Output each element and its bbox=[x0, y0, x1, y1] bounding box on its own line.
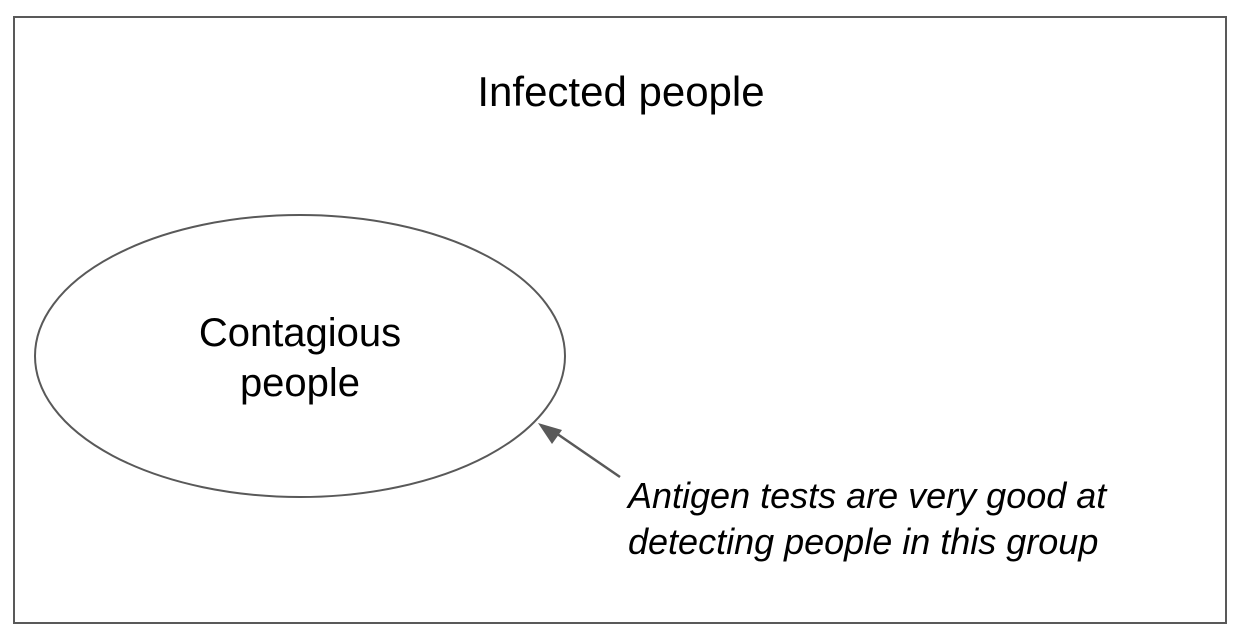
annotation-arrowhead bbox=[538, 423, 562, 444]
inner-set-label-line-1: Contagious bbox=[198, 311, 402, 355]
inner-set-ellipse bbox=[34, 214, 566, 498]
inner-set-label-line-2: people bbox=[239, 361, 361, 405]
annotation-line-2: detecting people in this group bbox=[628, 521, 1099, 562]
annotation-arrow bbox=[552, 429, 621, 479]
outer-set-label: Infected people bbox=[477, 68, 765, 115]
outer-set-box bbox=[13, 16, 1227, 624]
annotation-line-1: Antigen tests are very good at bbox=[628, 475, 1107, 516]
annotation-text: Antigen tests are very good at detecting… bbox=[628, 473, 1188, 565]
inner-set-label: Contagious people bbox=[160, 308, 440, 408]
